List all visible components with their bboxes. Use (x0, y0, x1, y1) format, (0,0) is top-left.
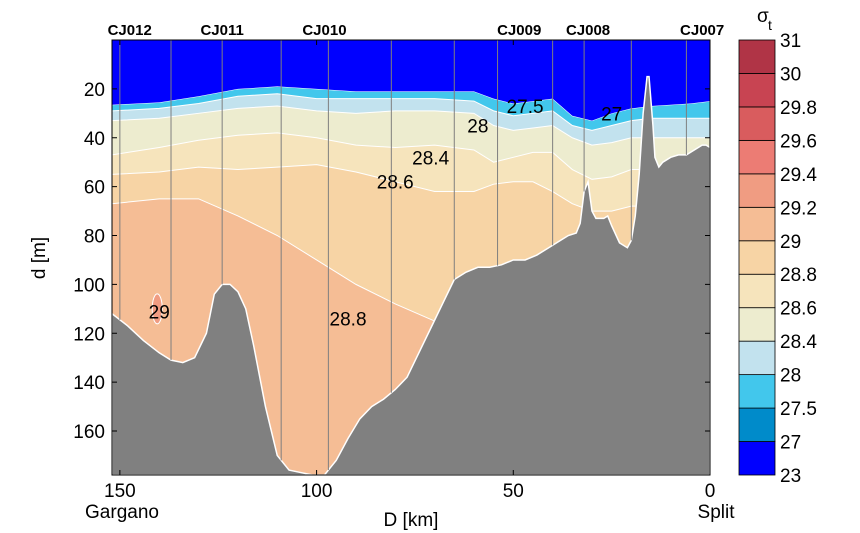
colorbar-swatch (738, 407, 776, 442)
contour-label: 28.4 (412, 148, 449, 169)
colorbar-tick-label: 30 (780, 64, 801, 85)
colorbar: 23 27 27.5 28 28.4 28.6 28.8 29 29.2 29.4 29.6 29.8… (738, 31, 817, 487)
contour-label: 28.8 (330, 310, 367, 331)
colorbar-swatch (738, 106, 776, 141)
y-tick-label: 80 (84, 227, 105, 248)
colorbar-title-sigma: σ (757, 6, 769, 27)
colorbar-title-subscript: t (768, 17, 772, 33)
colorbar-tick-label: 28.8 (780, 265, 817, 286)
station-label: CJ008 (566, 22, 610, 39)
x-axis: 150 100 50 0 (104, 40, 715, 502)
plot-frame (111, 39, 711, 476)
colorbar-swatch (738, 374, 776, 409)
colorbar-title: σ t (757, 6, 772, 33)
y-tick-label: 60 (84, 178, 105, 199)
y-tick-label: 140 (73, 373, 105, 394)
y-tick-label: 160 (73, 422, 105, 443)
colorbar-swatch (738, 39, 776, 74)
contour-label: 29 (149, 302, 170, 323)
plot-area (112, 40, 710, 475)
colorbar-tick-label: 27.5 (780, 399, 817, 420)
colorbar-tick-label: 29.4 (780, 165, 817, 186)
colorbar-swatch (738, 240, 776, 275)
colorbar-swatch (738, 307, 776, 342)
colorbar-tick-label: 29.6 (780, 131, 817, 152)
colorbar-tick-label: 29 (780, 232, 801, 253)
station-label: CJ012 (108, 22, 152, 39)
layer-29-2-patch (151, 293, 163, 325)
colorbar-tick-label: 27 (780, 433, 801, 454)
colorbar-swatch (738, 206, 776, 242)
colorbar-swatch (738, 441, 776, 476)
colorbar-swatch (738, 340, 776, 376)
colorbar-tick-label: 31 (780, 31, 801, 52)
contour-label: 27 (601, 104, 622, 125)
station-label: CJ010 (302, 22, 346, 39)
contour-label: 28 (467, 117, 488, 138)
seafloor-bathymetry (112, 75, 710, 475)
y-axis-label: d [m] (29, 237, 50, 279)
colorbar-swatch (738, 73, 776, 108)
contour-label: 27.5 (507, 97, 544, 118)
y-tick-label: 100 (73, 275, 105, 296)
x-tick-label: 100 (301, 481, 333, 502)
x-tick-label: 150 (104, 481, 136, 502)
colorbar-tick-label: 28.4 (780, 332, 817, 353)
x-end-label-right: Split (698, 502, 736, 523)
x-tick-label: 0 (705, 481, 716, 502)
x-axis-label: D [km] (384, 510, 439, 531)
contour-labels: 27.5 27 28 28.4 28.6 29 28.8 (149, 97, 623, 331)
station-labels: CJ012 CJ011 CJ010 CJ009 CJ008 CJ007 (108, 22, 725, 39)
x-end-label-left: Gargano (85, 502, 159, 523)
colorbar-tick-label: 28 (780, 366, 801, 387)
y-tick-label: 20 (84, 80, 105, 101)
colorbar-swatch (738, 273, 776, 309)
colorbar-swatch (738, 139, 776, 175)
colorbar-tick-label: 29.2 (780, 198, 817, 219)
station-lines (119, 40, 687, 471)
contour-label: 28.6 (377, 173, 414, 194)
colorbar-tick-label: 23 (780, 466, 801, 487)
y-axis: 20 40 60 80 100 120 140 160 (73, 80, 710, 443)
station-label: CJ011 (200, 22, 243, 39)
y-tick-label: 120 (73, 324, 105, 345)
station-label: CJ007 (680, 22, 724, 39)
colorbar-tick-label: 29.8 (780, 98, 817, 119)
layer-23 (112, 40, 710, 121)
station-label: CJ009 (497, 22, 541, 39)
x-tick-label: 50 (503, 481, 524, 502)
colorbar-tick-label: 28.6 (780, 299, 817, 320)
colorbar-swatch (738, 173, 776, 208)
y-tick-label: 40 (84, 129, 105, 150)
